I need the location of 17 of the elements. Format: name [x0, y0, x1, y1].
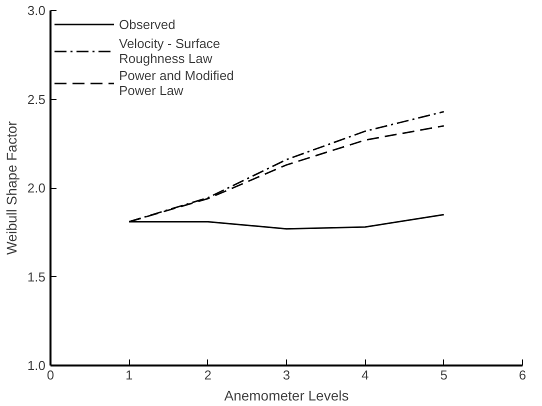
x-tick-label: 6 [518, 368, 526, 382]
legend-label: Velocity - Surface Roughness Law [119, 36, 220, 66]
x-tick-label: 0 [46, 368, 54, 382]
y-tick-label: 3.0 [27, 3, 46, 18]
y-tick-label: 2.5 [27, 92, 46, 107]
legend-label: Power and Modified Power Law [119, 68, 234, 98]
x-tick-label: 5 [440, 368, 448, 382]
legend-label: Observed [119, 16, 176, 32]
y-tick-label: 1.0 [27, 358, 46, 373]
y-tick-label: 1.5 [27, 269, 46, 284]
y-axis-title: Weibull Shape Factor [3, 120, 20, 255]
x-tick-label: 1 [126, 368, 133, 382]
y-tick-label: 2.0 [27, 180, 46, 196]
x-tick-label: 4 [362, 368, 369, 382]
x-tick-label: 3 [282, 368, 290, 382]
x-axis-title: Anemometer Levels [224, 388, 349, 404]
x-tick-label: 2 [204, 368, 212, 382]
